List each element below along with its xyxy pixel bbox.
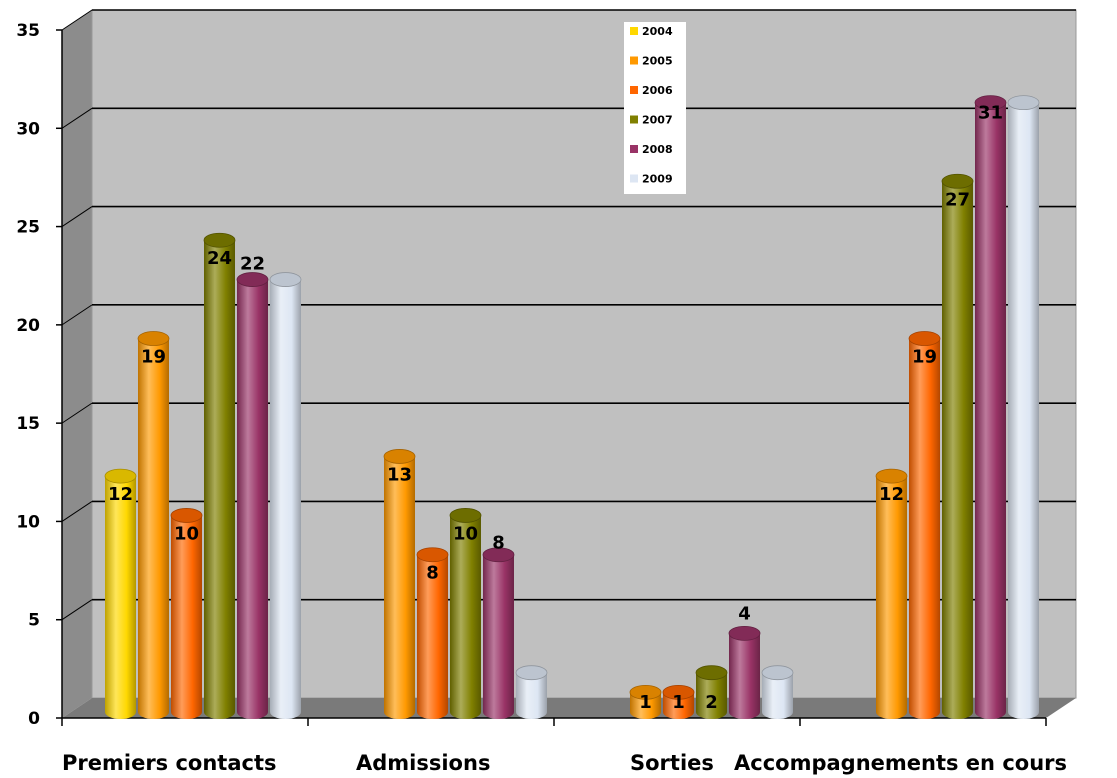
bar xyxy=(515,665,548,719)
data-label: 1 xyxy=(672,692,685,713)
legend-swatch xyxy=(630,27,638,35)
legend-box xyxy=(624,22,686,194)
legend-label: 2007 xyxy=(642,114,673,127)
legend-swatch xyxy=(630,174,638,183)
data-label: 8 xyxy=(426,563,439,584)
data-label: 19 xyxy=(141,347,166,368)
data-label: 12 xyxy=(879,484,904,505)
y-tick-label: 35 xyxy=(16,21,40,41)
category-label: Accompagnements en cours xyxy=(734,751,1067,775)
bar xyxy=(1007,95,1040,720)
data-label: 4 xyxy=(738,603,751,624)
category-labels: Premiers contacts Admissions Sorties Accomp… xyxy=(62,751,1067,775)
y-tick-label: 0 xyxy=(28,709,40,729)
bar xyxy=(695,665,728,719)
bar xyxy=(941,173,974,719)
y-tick-label: 20 xyxy=(16,316,40,336)
bar xyxy=(449,508,482,719)
bar xyxy=(662,684,695,719)
bar xyxy=(629,684,662,719)
data-label: 10 xyxy=(453,523,478,544)
bar xyxy=(728,625,761,719)
bar xyxy=(137,331,170,719)
floor xyxy=(62,698,1076,718)
data-label: 12 xyxy=(108,484,133,505)
data-label: 31 xyxy=(978,103,1003,124)
legend-label: 2006 xyxy=(642,84,673,97)
category-label: Premiers contacts xyxy=(62,751,277,775)
gridline-depth xyxy=(61,304,93,326)
bar xyxy=(104,468,137,719)
legend-swatch xyxy=(630,56,638,65)
data-label: 24 xyxy=(207,248,232,269)
data-label: 8 xyxy=(492,533,505,554)
bar xyxy=(236,272,269,719)
data-label: 27 xyxy=(945,189,970,210)
bar xyxy=(416,547,449,719)
y-tick-label: 25 xyxy=(16,218,40,238)
legend-label: 2004 xyxy=(642,25,673,38)
data-label: 1 xyxy=(639,692,652,713)
legend-swatch xyxy=(630,115,638,124)
legend-swatch xyxy=(630,145,638,153)
category-label: Sorties xyxy=(630,751,714,775)
data-label: 10 xyxy=(174,523,199,544)
data-label: 19 xyxy=(912,347,937,368)
legend-label: 2008 xyxy=(642,143,673,156)
y-tick-label: 30 xyxy=(16,119,40,139)
y-tick-label: 10 xyxy=(16,512,40,532)
gridline-depth xyxy=(61,107,93,129)
data-label: 2 xyxy=(705,692,718,713)
gridline-depth xyxy=(61,402,93,424)
x-axis-ticks xyxy=(61,718,1047,726)
bar xyxy=(974,95,1007,719)
bar xyxy=(383,449,416,719)
legend: 2004 2005 2006 2007 2008 2009 xyxy=(624,22,686,194)
data-label: 13 xyxy=(387,464,412,485)
legend-swatch xyxy=(630,86,638,94)
y-tick-label: 15 xyxy=(16,414,40,434)
bar xyxy=(269,272,302,719)
bar xyxy=(875,468,908,719)
bar xyxy=(482,547,515,719)
legend-label: 2009 xyxy=(642,173,673,186)
bar xyxy=(170,508,203,719)
data-label: 22 xyxy=(240,254,265,275)
gridline-depth xyxy=(61,9,93,31)
category-label: Admissions xyxy=(356,751,490,775)
bar xyxy=(761,665,794,719)
side-wall xyxy=(62,10,92,718)
legend-label: 2005 xyxy=(642,55,673,68)
gridline-depth xyxy=(61,599,93,621)
gridline-depth xyxy=(61,501,93,522)
gridline-depth xyxy=(61,206,93,227)
bar xyxy=(908,331,941,719)
y-tick-label: 5 xyxy=(28,611,40,631)
y-axis-ticks: 0 5 10 15 20 25 30 35 xyxy=(16,21,62,729)
bar xyxy=(203,232,236,719)
bars xyxy=(104,95,1040,720)
